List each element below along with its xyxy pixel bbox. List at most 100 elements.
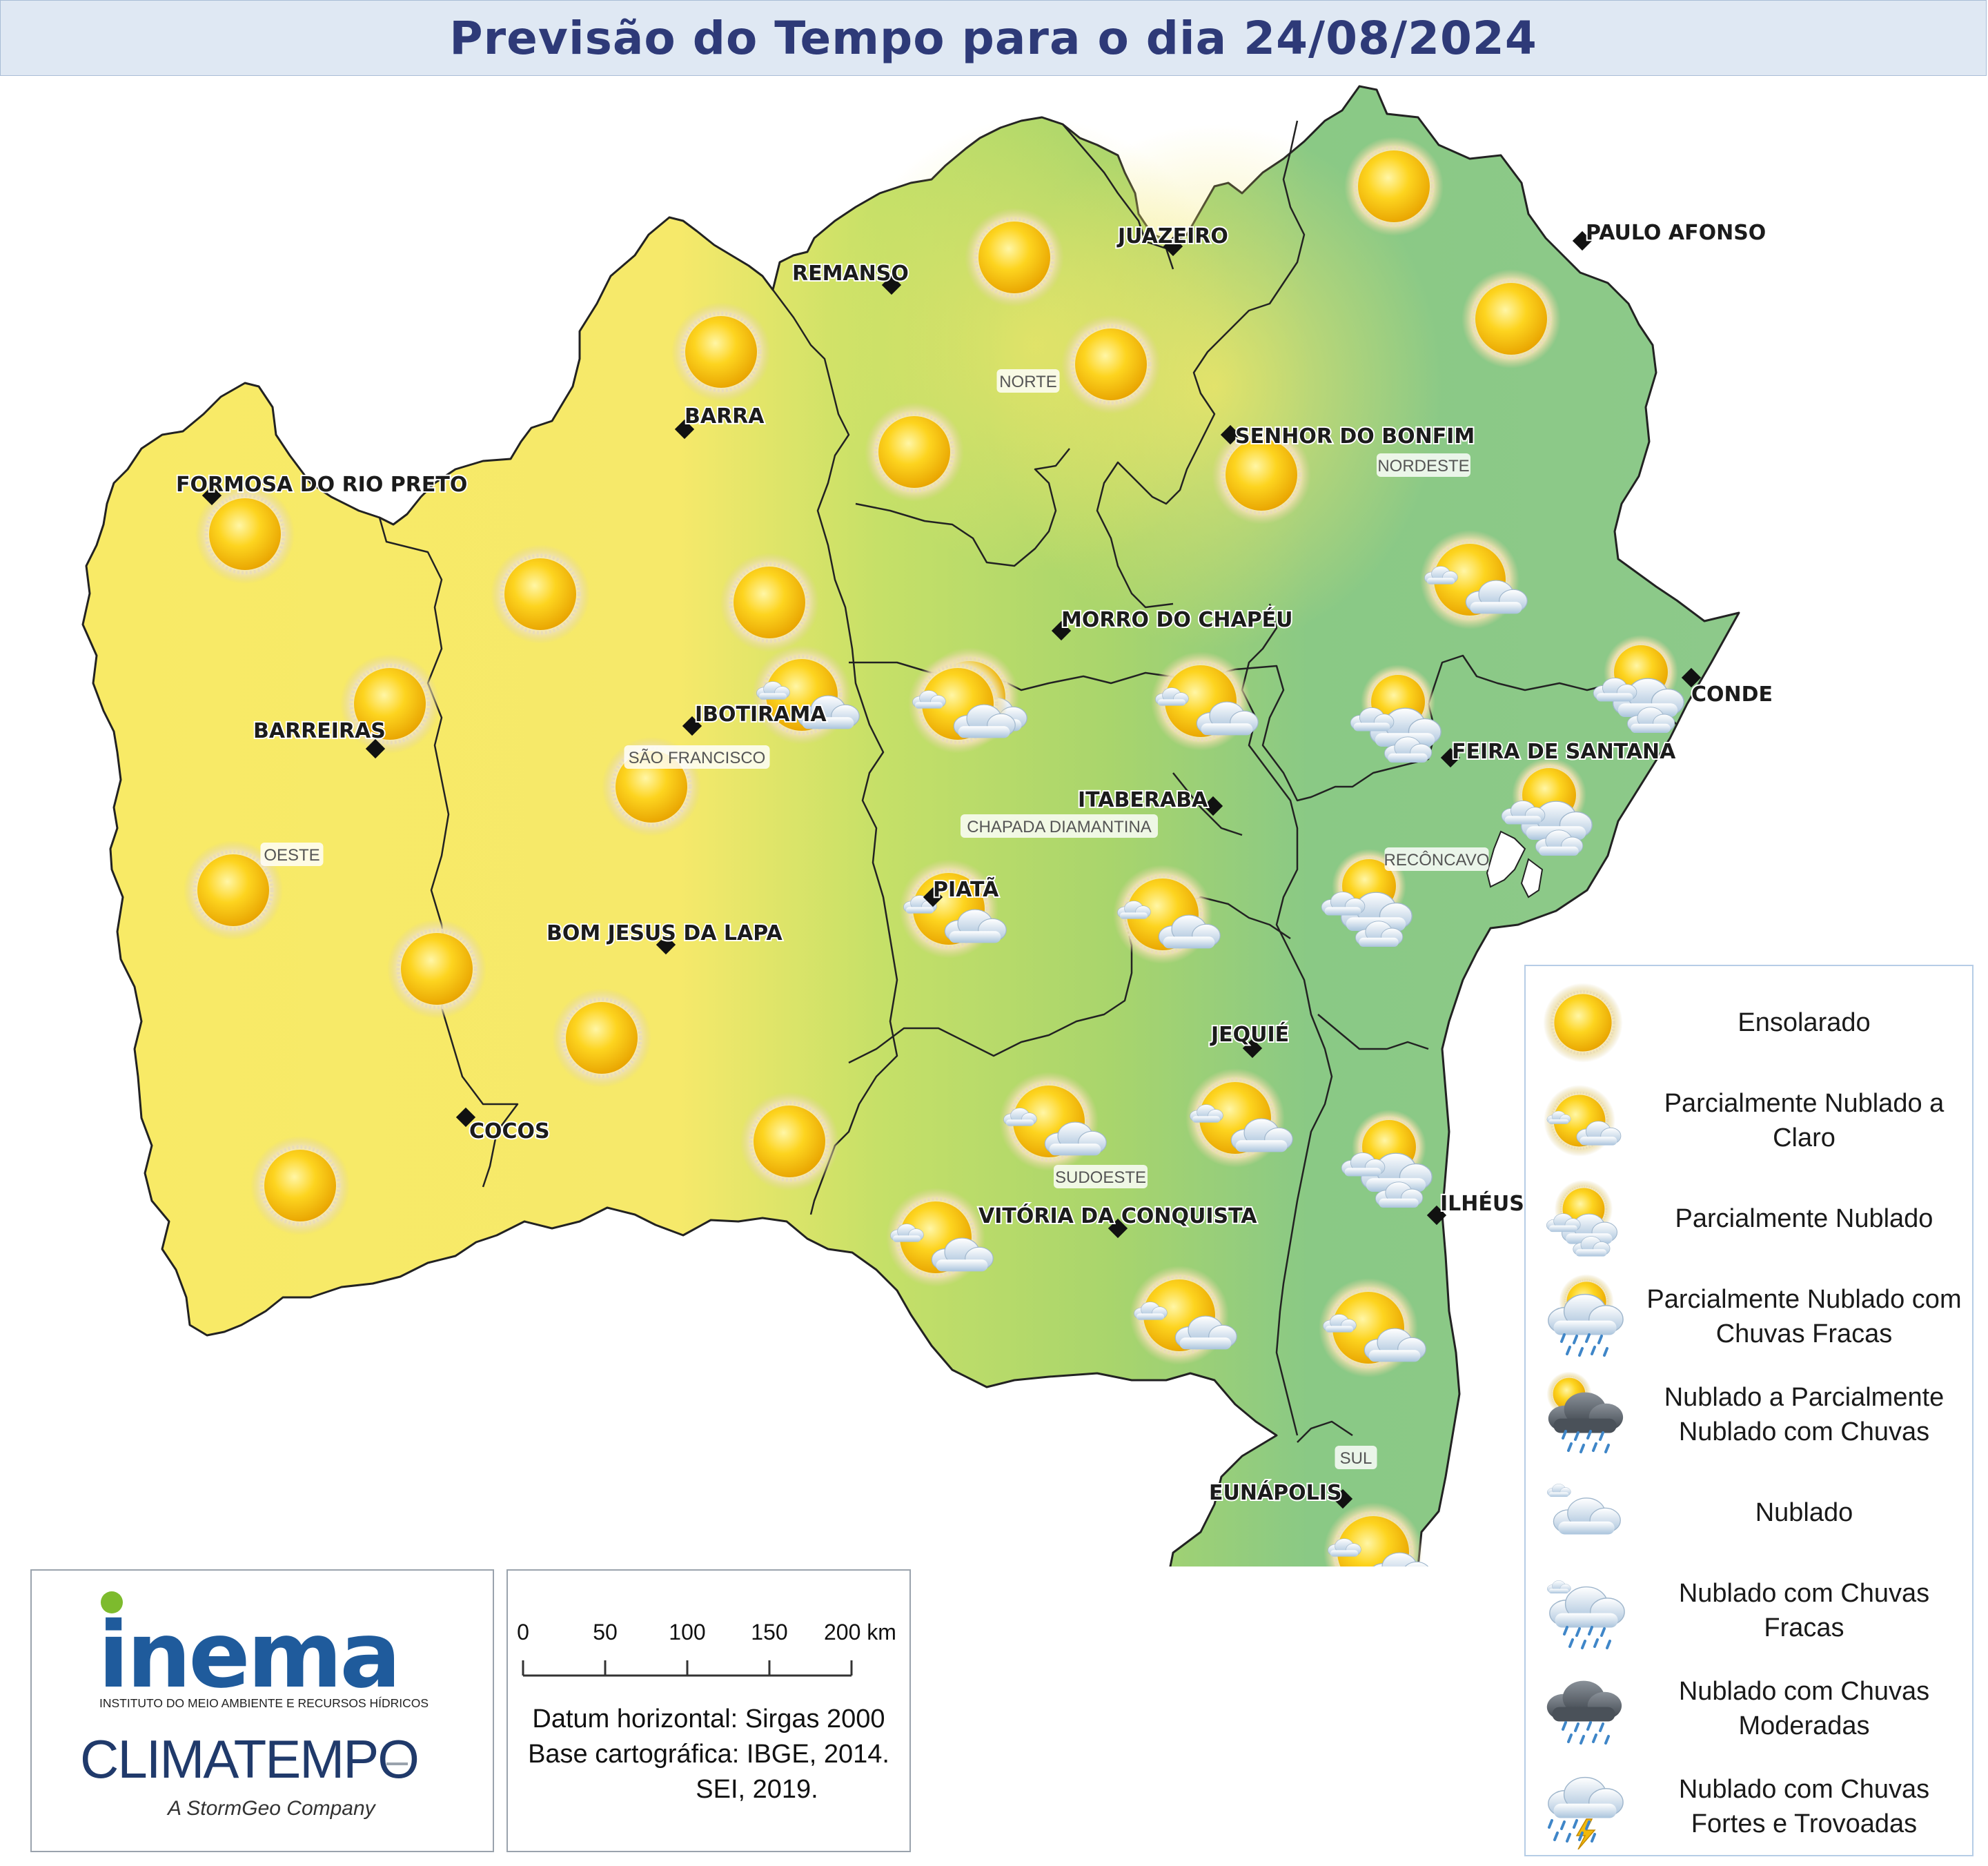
region-label: NORTE <box>996 369 1060 393</box>
sun-icon <box>250 1136 350 1235</box>
legend-item: Nublado com Chuvas Fracas <box>1526 1562 1972 1659</box>
city-marker: BARREIRAS <box>252 718 387 759</box>
legend-label: Parcialmente Nublado <box>1675 1204 1933 1233</box>
legend-item: Nublado com Chuvas Fortes e Trovoadas <box>1526 1758 1972 1855</box>
region-label: SUDOESTE <box>1054 1165 1148 1188</box>
city-marker: JEQUIÉ <box>1208 1021 1290 1059</box>
sun-icon <box>491 544 590 644</box>
datum-note: Datum horizontal: Sirgas 2000 <box>532 1705 885 1734</box>
city-label: PIATÃ <box>933 876 999 902</box>
city-marker: FEIRA DE SANTANA <box>1440 738 1677 768</box>
city-label: ILHÉUS <box>1440 1191 1524 1216</box>
city-marker: BARRA <box>674 403 766 440</box>
scale-tick-label: 100 <box>669 1620 705 1644</box>
sun-icon <box>740 1092 839 1191</box>
city-label: IBOTIRAMA <box>695 703 827 727</box>
climatempo-subtitle: A StormGeo Company <box>166 1797 377 1820</box>
city-label: FEIRA DE SANTANA <box>1452 740 1676 764</box>
sun-icon <box>1061 315 1161 414</box>
legend-label: Parcialmente Nublado com Chuvas Fracas <box>1646 1285 1962 1348</box>
svg-text:OESTE: OESTE <box>264 846 319 865</box>
dark-cloud-rain-icon <box>1546 1680 1622 1745</box>
region-label: SÃO FRANCISCO <box>624 745 770 769</box>
scale-tick-label: 50 <box>593 1620 618 1644</box>
svg-text:CHAPADA DIAMANTINA: CHAPADA DIAMANTINA <box>967 818 1152 836</box>
svg-text:RECÔNCAVO: RECÔNCAVO <box>1384 850 1490 870</box>
city-marker: MORRO DO CHAPÉU <box>1051 606 1295 641</box>
sun-icon <box>720 553 819 652</box>
city-label: VITÓRIA DA CONQUISTA <box>978 1203 1257 1228</box>
sun-cloud-light-rain-icon <box>1548 1274 1624 1357</box>
state-map: NORTE NORDESTE SÃO FRANCISCO OESTE CHAPADA D… <box>81 85 1774 1567</box>
region-label: NORDESTE <box>1377 453 1470 477</box>
legend-label: Nublado <box>1755 1498 1853 1527</box>
city-marker: VITÓRIA DA CONQUISTA <box>977 1201 1259 1239</box>
city-label: BOM JESUS DA LAPA <box>547 921 783 945</box>
inema-subtitle: INSTITUTO DO MEIO AMBIENTE E RECURSOS HÍ… <box>99 1696 429 1710</box>
scale-tick-label: 150 <box>751 1620 787 1644</box>
city-marker: COCOS <box>455 1107 551 1145</box>
climatempo-logo: CLIMATEMPO <box>80 1729 418 1789</box>
region-label: CHAPADA DIAMANTINA <box>961 814 1158 838</box>
city-marker: ILHÉUS <box>1426 1190 1526 1226</box>
storm-icon <box>1548 1776 1624 1849</box>
legend-item: Parcialmente Nublado a Claro <box>1526 1072 1972 1169</box>
region-label: RECÔNCAVO <box>1384 847 1490 871</box>
city-marker: ITABERABA <box>1076 787 1223 816</box>
city-label: REMANSO <box>792 262 909 286</box>
city-marker: SENHOR DO BONFIM <box>1220 423 1476 450</box>
scale-tick-label: 0 <box>517 1620 529 1644</box>
city-marker: BOM JESUS DA LAPA <box>545 920 784 955</box>
scale-tick-label: 200 km <box>824 1620 896 1644</box>
legend-item: Parcialmente Nublado <box>1526 1170 1972 1267</box>
sei-note: SEI, 2019. <box>696 1775 818 1804</box>
legend-label: Nublado com Chuvas Moderadas <box>1678 1677 1930 1740</box>
title-bar: Previsão do Tempo para o dia 24/08/2024 <box>0 0 1987 76</box>
city-marker: IBOTIRAMA <box>682 701 828 736</box>
city-label: CONDE <box>1691 682 1773 707</box>
city-marker: PAULO AFONSO <box>1572 219 1767 251</box>
legend-label: Nublado com Chuvas Fracas <box>1678 1579 1930 1642</box>
city-label: BARREIRAS <box>253 719 386 743</box>
scale-bar: 0 50 100 150 200 km <box>517 1620 896 1677</box>
city-label: JEQUIÉ <box>1210 1022 1289 1047</box>
svg-text:NORDESTE: NORDESTE <box>1377 457 1469 475</box>
cloud-icon <box>1546 1484 1621 1535</box>
sun-icon <box>865 402 964 502</box>
svg-text:SÃO FRANCISCO: SÃO FRANCISCO <box>629 749 766 767</box>
sun-icon <box>387 919 486 1019</box>
city-label: ITABERABA <box>1078 788 1208 812</box>
scale-box: 0 50 100 150 200 km Datum horizontal: Sirgas… <box>506 1569 911 1852</box>
city-label: MORRO DO CHAPÉU <box>1061 607 1293 632</box>
sun-icon <box>1462 269 1561 369</box>
logo-box: inema INSTITUTO DO MEIO AMBIENTE E RECUR… <box>30 1569 494 1852</box>
sun-icon <box>671 302 771 402</box>
inema-logo: inema <box>98 1602 398 1709</box>
city-label: JUAZEIRO <box>1116 224 1228 248</box>
cloud-light-rain-icon <box>1546 1580 1625 1649</box>
city-label: PAULO AFONSO <box>1586 221 1766 245</box>
legend-label: Nublado com Chuvas Fortes e Trovoadas <box>1678 1775 1930 1838</box>
city-markers: JUAZEIRO PAULO AFONSO REMANSO BARRA SENHOR D… <box>175 219 1774 1509</box>
legend-item: Ensolarado <box>1526 974 1972 1071</box>
svg-text:SUDOESTE: SUDOESTE <box>1055 1168 1146 1187</box>
sun-clouds-icon <box>1538 1176 1628 1261</box>
sun-dark-cloud-rain-icon <box>1546 1372 1624 1453</box>
svg-text:SUL: SUL <box>1340 1449 1372 1468</box>
city-label: SENHOR DO BONFIM <box>1235 424 1475 449</box>
legend-label: Nublado a Parcialmente Nublado com Chuva… <box>1664 1383 1945 1446</box>
legend: Ensolarado Parcialmente Nublado a Claro Pa… <box>1524 965 1974 1856</box>
city-marker: PIATÃ <box>923 875 1001 907</box>
sun-cloud-icon <box>1538 1078 1628 1163</box>
city-marker: REMANSO <box>791 260 910 295</box>
city-marker: CONDE <box>1681 667 1774 708</box>
city-label: EUNÁPOLIS <box>1209 1480 1342 1505</box>
region-borders <box>378 120 1677 1443</box>
legend-label: Parcialmente Nublado a Claro <box>1664 1089 1945 1152</box>
sun-icon <box>552 988 651 1088</box>
legend-item: Nublado com Chuvas Moderadas <box>1526 1660 1972 1757</box>
region-labels: NORTE NORDESTE SÃO FRANCISCO OESTE CHAPADA D… <box>260 369 1490 1469</box>
legend-item: Parcialmente Nublado com Chuvas Fracas <box>1526 1268 1972 1365</box>
sun-icon <box>1538 980 1628 1065</box>
city-label: FORMOSA DO RIO PRETO <box>176 473 467 497</box>
